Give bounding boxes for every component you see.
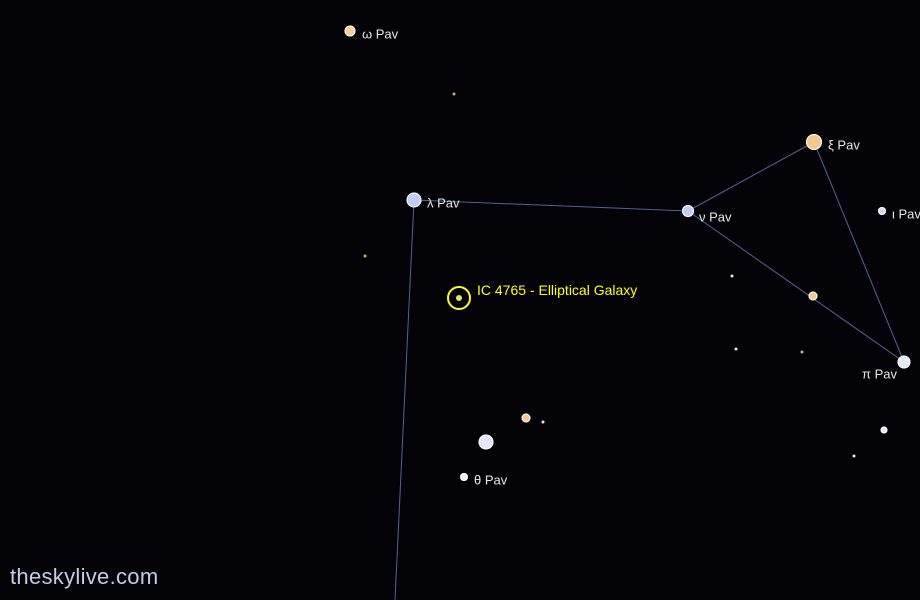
constellation-line: [395, 200, 414, 600]
star-faint-3: [522, 414, 531, 423]
target-label: IC 4765 - Elliptical Galaxy: [477, 282, 637, 298]
star-faint-5: [731, 275, 734, 278]
star-label-omega-pav: ω Pav: [362, 27, 398, 42]
star-label-pi-pav: π Pav: [862, 367, 897, 382]
star-theta-pav: [460, 473, 468, 481]
star-unnamed-1: [479, 435, 494, 450]
star-pi-pav: [898, 356, 911, 369]
star-omega-pav: [345, 26, 356, 37]
star-nu-pav: [682, 205, 694, 217]
star-chart: ω Pav ξ Pav λ Pav ν Pav ι Pav π Pav θ Pav IC 4…: [0, 0, 920, 600]
star-label-nu-pav: ν Pav: [699, 210, 732, 225]
star-label-iota-pav: ι Pav: [892, 207, 920, 222]
star-faint-10: [881, 427, 888, 434]
star-label-lambda-pav: λ Pav: [427, 196, 460, 211]
constellation-line: [688, 142, 814, 211]
star-faint-9: [853, 455, 856, 458]
star-faint-8: [801, 351, 804, 354]
star-faint-4: [542, 421, 545, 424]
star-faint-1: [453, 93, 456, 96]
target-dot: [456, 295, 462, 301]
constellation-line: [814, 142, 904, 362]
watermark: theskylive.com: [10, 564, 158, 590]
star-label-xi-pav: ξ Pav: [828, 138, 860, 153]
star-faint-6: [809, 292, 818, 301]
star-label-theta-pav: θ Pav: [474, 473, 507, 488]
star-faint-2: [364, 255, 367, 258]
star-iota-pav: [878, 207, 886, 215]
star-faint-7: [735, 348, 738, 351]
star-xi-pav: [806, 134, 822, 150]
star-lambda-pav: [407, 193, 422, 208]
constellation-line: [688, 211, 904, 362]
